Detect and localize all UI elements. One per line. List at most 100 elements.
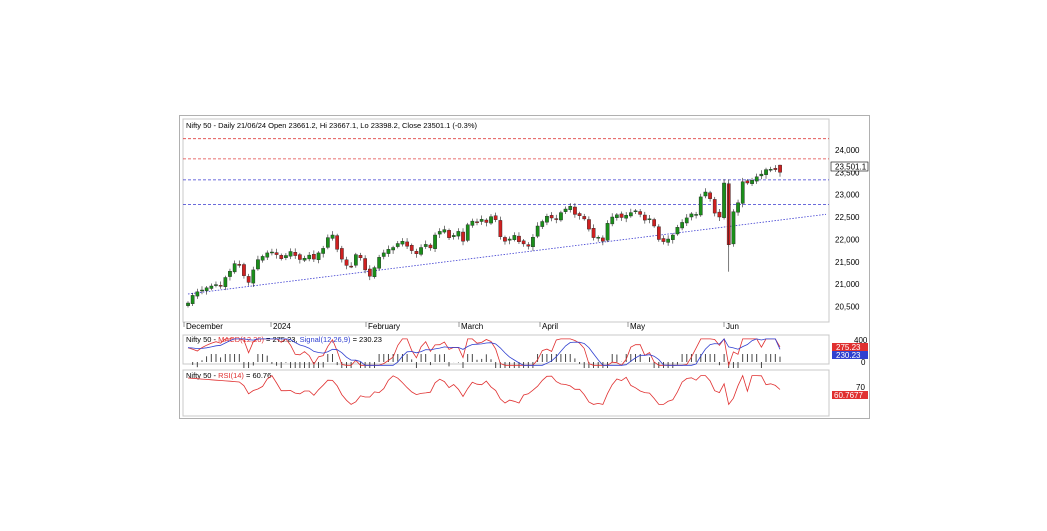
- candle: [437, 231, 442, 235]
- candle: [740, 181, 745, 204]
- candle: [493, 215, 498, 220]
- candle: [279, 255, 284, 259]
- candle: [675, 227, 680, 235]
- candle: [666, 238, 670, 243]
- candle: [526, 244, 531, 247]
- candle: [358, 255, 363, 259]
- candle: [386, 249, 391, 254]
- date-label: December: [186, 322, 223, 331]
- candle: [605, 223, 610, 241]
- date-label: March: [461, 322, 483, 331]
- rsi-name: RSI(14): [218, 371, 244, 380]
- price-panel: [182, 118, 830, 323]
- candle: [260, 256, 265, 261]
- candle: [214, 284, 218, 286]
- candle: [372, 267, 377, 278]
- candle: [395, 243, 400, 247]
- candle: [209, 285, 214, 289]
- candle: [619, 213, 624, 218]
- trendline-path: [187, 213, 827, 295]
- candle: [190, 295, 195, 304]
- candle: [419, 247, 423, 255]
- candle: [228, 270, 232, 277]
- candle: [414, 251, 419, 255]
- candle: [629, 212, 633, 217]
- candle: [549, 215, 554, 219]
- candle: [535, 225, 540, 237]
- last-close-label: 23,501.1: [835, 163, 867, 172]
- candle: [288, 251, 293, 257]
- candle: [451, 235, 456, 237]
- candle: [349, 265, 353, 268]
- candle: [218, 285, 223, 287]
- candle: [577, 213, 582, 216]
- candle: [270, 251, 274, 254]
- chart-frame: Nifty 50 - Daily 21/06/24 Open 23661.2, …: [179, 115, 870, 419]
- candle: [251, 269, 256, 284]
- candle: [559, 212, 563, 221]
- date-label: 2024: [273, 322, 291, 331]
- candle: [307, 254, 312, 260]
- candle: [321, 248, 325, 254]
- candle: [335, 235, 339, 250]
- macd-tick-zero: 0: [861, 358, 866, 367]
- price-tick: 21,000: [835, 280, 860, 289]
- rsi-prefix: Nifty 50 -: [186, 371, 218, 380]
- rsi-tick-70: 70: [856, 383, 865, 392]
- candle: [200, 289, 204, 292]
- level-lines: [183, 138, 829, 205]
- chart-svg: Nifty 50 - Daily 21/06/24 Open 23661.2, …: [182, 118, 869, 417]
- rsi-panel: [182, 369, 830, 417]
- macd-value: = 275.23,: [264, 335, 300, 344]
- candle: [503, 237, 507, 242]
- candle: [582, 216, 587, 220]
- candle: [405, 241, 409, 247]
- macd-tick-top: 400: [854, 336, 868, 345]
- candle: [638, 211, 642, 215]
- candle: [764, 169, 768, 175]
- candle: [647, 218, 652, 221]
- candle: [274, 252, 279, 255]
- candle: [339, 248, 344, 260]
- candle: [363, 258, 367, 271]
- candle: [768, 169, 773, 171]
- candle: [601, 237, 605, 242]
- candle: [615, 214, 619, 218]
- candle: [531, 236, 535, 247]
- candle: [265, 252, 270, 258]
- candle: [717, 211, 722, 218]
- candle: [540, 221, 545, 227]
- date-axis: December 2024 February March April May Jun: [183, 322, 739, 331]
- candle: [311, 253, 316, 260]
- last-close-badge: 23,501.1: [830, 161, 869, 172]
- price-tick: 24,000: [835, 146, 860, 155]
- signal-badge: 230.23: [836, 351, 861, 360]
- macd-label: Nifty 50 - MACD(12,26) = 275.23, Signal(…: [186, 335, 382, 344]
- price-tick: 23,500: [835, 168, 860, 177]
- price-axis: 24,000 23,500 23,000 22,500 22,000 21,500 21,0…: [835, 146, 860, 312]
- date-label: May: [630, 322, 645, 331]
- date-label: Jun: [726, 322, 739, 331]
- candle: [512, 235, 517, 240]
- candle: [554, 218, 559, 220]
- candle: [284, 255, 288, 258]
- candle: [507, 238, 512, 241]
- candle: [447, 230, 451, 238]
- candle: [484, 219, 489, 223]
- candle: [302, 257, 307, 261]
- candle: [409, 244, 414, 251]
- rsi-value: = 60.76: [244, 371, 271, 380]
- rsi-line: [187, 374, 781, 406]
- candle: [442, 229, 447, 233]
- candle: [563, 208, 568, 212]
- last-close-badge-bg: [830, 161, 869, 172]
- candle: [223, 277, 228, 287]
- candle: [391, 247, 395, 251]
- candle: [722, 182, 726, 218]
- date-label: February: [368, 322, 400, 331]
- candle: [470, 220, 475, 226]
- candle: [256, 259, 260, 270]
- candle: [773, 168, 778, 170]
- candle: [246, 276, 251, 283]
- signal-value: = 230.23: [350, 335, 382, 344]
